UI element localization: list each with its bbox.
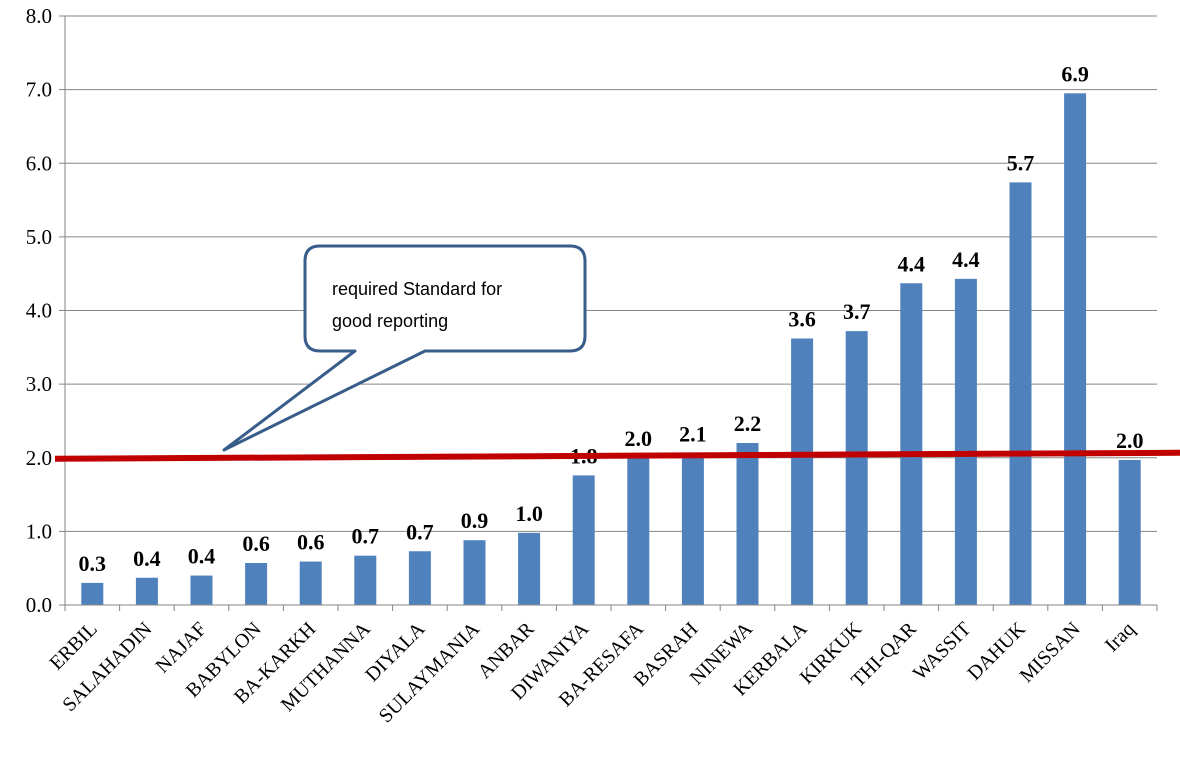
bar-salahadin — [135, 577, 158, 605]
bars — [81, 93, 1141, 606]
y-tick-label: 0.0 — [26, 593, 52, 617]
y-tick-label: 6.0 — [26, 151, 52, 175]
bar-diyala — [408, 551, 431, 605]
data-label: 0.7 — [406, 519, 434, 544]
data-label: 2.1 — [679, 421, 707, 446]
x-tick-label: Iraq — [1101, 618, 1139, 656]
data-label: 0.3 — [79, 551, 107, 576]
y-tick-label: 4.0 — [26, 299, 52, 323]
data-label: 2.0 — [1116, 428, 1144, 453]
data-label: 0.6 — [242, 531, 270, 556]
data-label: 5.7 — [1007, 150, 1035, 175]
bar-anbar — [518, 532, 541, 605]
y-tick-label: 3.0 — [26, 372, 52, 396]
data-label: 0.9 — [461, 508, 489, 533]
data-label: 4.4 — [952, 247, 980, 272]
bar-dahuk — [1009, 182, 1032, 605]
callout-text-line-2: good reporting — [332, 311, 448, 331]
x-tick-label: WASSIT — [909, 618, 976, 685]
bar-erbil — [81, 582, 104, 605]
y-axis: 0.0 1.0 2.0 3.0 4.0 5.0 6.0 7.0 8.0 — [26, 4, 66, 617]
bar-muthanna — [354, 555, 377, 605]
data-label: 0.4 — [133, 546, 161, 571]
y-tick-label: 8.0 — [26, 4, 52, 28]
bar-ba-resafa — [627, 457, 650, 605]
bar-sulaymania — [463, 540, 486, 605]
x-tick-label: SULAYMANIA — [375, 618, 485, 728]
data-labels: 0.3 0.4 0.40.6 0.6 0.7 0.7 0.9 1.01.82.0 2.1 2.23… — [79, 61, 1144, 576]
bar-basrah — [681, 453, 704, 605]
x-tick-label: MISSAN — [1016, 618, 1085, 687]
bar-iraq — [1118, 459, 1141, 605]
data-label: 1.0 — [515, 501, 543, 526]
bar-ba-karkh — [299, 561, 322, 605]
bar-diwaniya — [572, 475, 595, 605]
bar-kerbala — [791, 338, 814, 605]
required-standard-line — [54, 449, 1180, 462]
callout: required Standard for good reporting — [222, 244, 587, 452]
bar-wassit — [954, 278, 977, 605]
data-label: 0.6 — [297, 530, 325, 555]
bar-babylon — [245, 563, 268, 605]
data-label: 4.4 — [898, 251, 926, 276]
y-tick-label: 5.0 — [26, 225, 52, 249]
bar-missan — [1064, 93, 1087, 606]
y-tick-label: 2.0 — [26, 446, 52, 470]
callout-bubble — [222, 244, 587, 452]
bar-kirkuk — [845, 331, 868, 605]
data-label: 6.9 — [1061, 61, 1089, 86]
x-axis — [64, 604, 1158, 611]
bar-ninewa — [736, 443, 759, 605]
x-tick-labels: ERBILSALAHADINNAJAFBABYLONBA-KARKHMUTHAN… — [45, 618, 1139, 728]
bar-thi-qar — [900, 283, 923, 605]
data-label: 3.6 — [788, 306, 816, 331]
data-label: 2.0 — [625, 426, 653, 451]
data-label: 3.7 — [843, 299, 871, 324]
bar-najaf — [190, 575, 213, 605]
data-label: 0.7 — [352, 524, 380, 549]
y-tick-label: 1.0 — [26, 519, 52, 543]
y-tick-label: 7.0 — [26, 78, 52, 102]
data-label: 2.2 — [734, 411, 762, 436]
callout-text-line-1: required Standard for — [332, 279, 502, 299]
data-label: 0.4 — [188, 544, 216, 569]
